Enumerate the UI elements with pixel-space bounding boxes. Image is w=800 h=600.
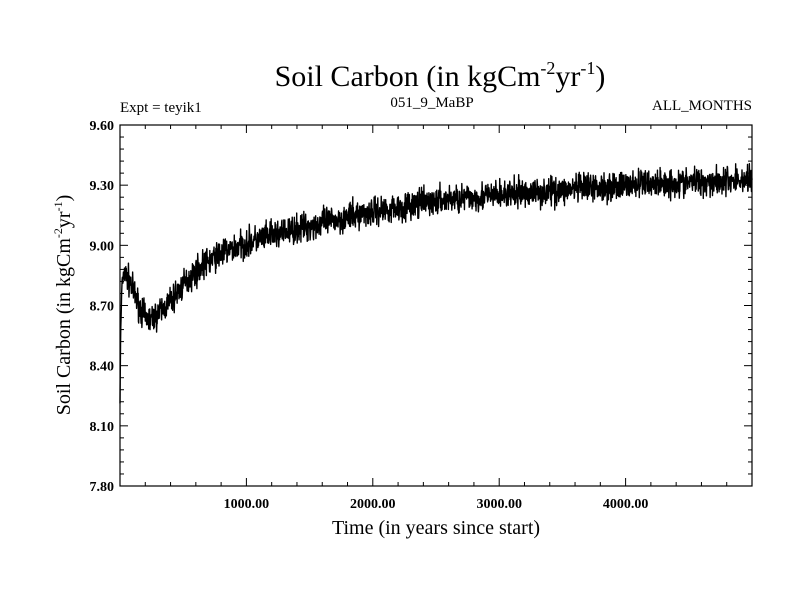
y-tick-label: 9.00 [90, 239, 115, 254]
y-tick-label: 9.60 [90, 119, 115, 134]
y-tick-label: 7.80 [90, 480, 115, 495]
x-tick-label: 2000.00 [350, 497, 396, 512]
experiment-label: Expt = teyik1 [120, 100, 202, 116]
x-tick-label: 1000.00 [224, 497, 270, 512]
period-label: 051_9_MaBP [390, 95, 473, 111]
months-label: ALL_MONTHS [652, 98, 752, 114]
chart-title: Soil Carbon (in kgCm-2yr-1) [275, 58, 606, 93]
y-tick-label: 8.10 [90, 420, 115, 435]
x-tick-label: 3000.00 [476, 497, 522, 512]
y-tick-label: 8.70 [90, 300, 115, 315]
y-tick-label: 8.40 [90, 360, 115, 375]
x-axis-label: Time (in years since start) [332, 517, 540, 539]
y-tick-label: 9.30 [90, 179, 115, 194]
x-tick-label: 4000.00 [603, 497, 649, 512]
soil-carbon-series-line [119, 163, 753, 404]
y-axis-label: Soil Carbon (in kgCm-2yr-1) [51, 195, 75, 416]
plot-area-frame [119, 124, 753, 487]
